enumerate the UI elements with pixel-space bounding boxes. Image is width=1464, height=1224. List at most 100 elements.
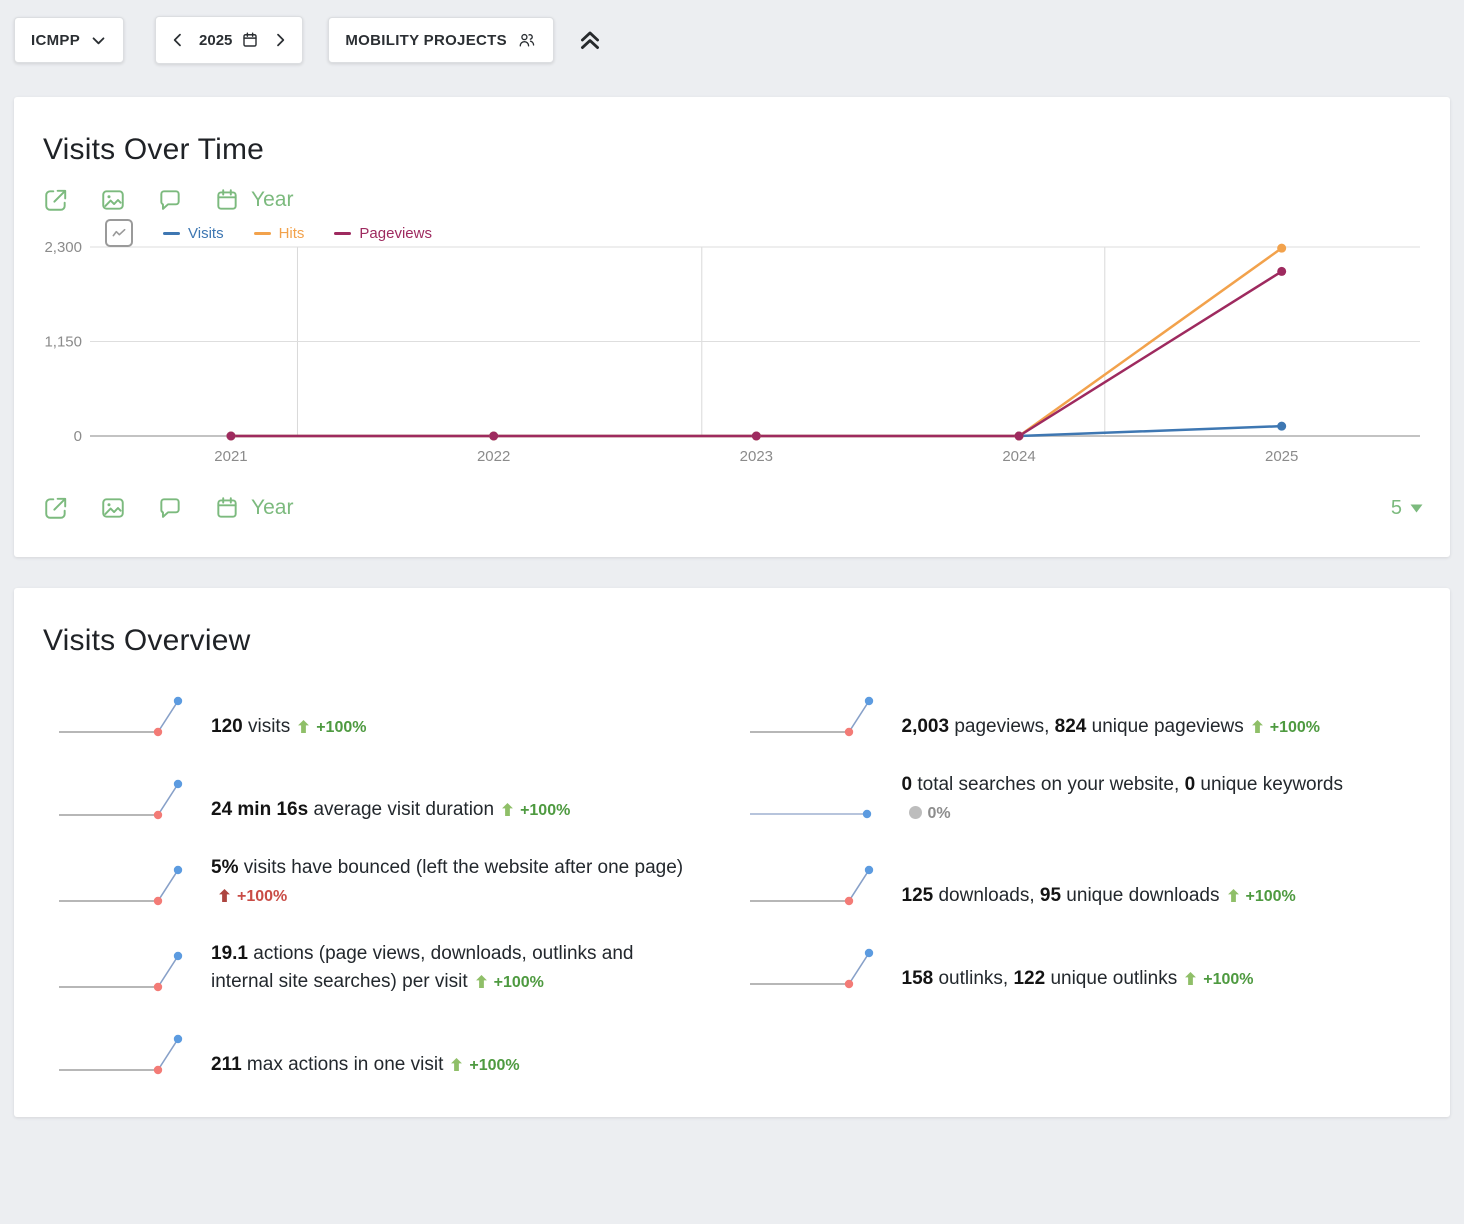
row-limit-select[interactable]: 5 [1391, 497, 1423, 520]
overview-stats: 120 visits +100% 24 min 16s average visit … [14, 658, 1450, 1117]
trend-badge: +100% [218, 888, 287, 905]
data-point-visits-2025[interactable] [1277, 421, 1287, 431]
stat-value: 211 [211, 1054, 242, 1076]
trend-value: +100% [237, 888, 288, 906]
arrow-up-icon [451, 1058, 463, 1072]
card-title-visits-overview: Visits Overview [43, 624, 251, 657]
arrow-up-icon [502, 802, 513, 816]
sparkline[interactable] [748, 857, 884, 909]
stat-text-site-searches: 0 total searches on your website, 0 uniq… [902, 771, 1344, 828]
period-label[interactable]: Year [251, 496, 294, 519]
legend-dash [334, 231, 352, 235]
stat-value: 0 [901, 774, 913, 795]
site-selector-label: ICMPP [31, 31, 81, 49]
trend-value: +100% [493, 974, 544, 992]
trend-value: +100% [520, 801, 571, 819]
legend-label: Visits [188, 224, 224, 242]
export-icon[interactable] [43, 187, 69, 213]
data-point-hits-2025[interactable] [1277, 243, 1287, 253]
trend-badge: +100% [475, 974, 544, 991]
calendar-icon[interactable] [214, 495, 240, 521]
arrow-up-icon [475, 975, 487, 989]
stat-text-outlinks: 158 outlinks, 122 unique outlinks +100% [902, 965, 1254, 994]
data-point-pageviews-2024[interactable] [1014, 431, 1024, 441]
row-limit-value: 5 [1390, 496, 1402, 519]
image-export-icon[interactable] [100, 495, 126, 521]
stat-label: internal site searches) per visit [211, 971, 468, 993]
chevron-left-icon[interactable] [170, 31, 186, 49]
stat-label: downloads, [933, 885, 1040, 907]
sparkline[interactable] [748, 940, 884, 992]
stat-text-downloads: 125 downloads, 95 unique downloads +100% [902, 882, 1296, 911]
trend-value: +100% [1203, 971, 1254, 989]
image-export-icon[interactable] [100, 187, 126, 213]
sparkline[interactable] [57, 771, 193, 823]
x-axis-label: 2022 [477, 448, 510, 465]
sparkline[interactable] [748, 774, 884, 826]
stat-label: visits have bounced (left the website af… [238, 857, 684, 878]
sparkline[interactable] [57, 688, 193, 740]
evolution-chart[interactable]: Visits Hits Pageviews 0 1,150 2,300 2021 2022 2… [29, 217, 1435, 469]
site-selector[interactable]: ICMPP [14, 17, 125, 63]
sparkline[interactable] [748, 688, 884, 740]
legend-dash [253, 231, 271, 235]
sparkline[interactable] [57, 1026, 193, 1078]
chart-toolbar-top: Year [43, 187, 1435, 213]
data-point-pageviews-2025[interactable] [1277, 266, 1287, 276]
stat-label: unique pageviews [1086, 715, 1244, 737]
data-point-pageviews-2022[interactable] [489, 431, 499, 441]
stat-label: pageviews, [949, 715, 1055, 737]
x-axis-label: 2021 [214, 448, 247, 465]
segment-selector[interactable]: MOBILITY PROJECTS [328, 17, 554, 63]
export-icon[interactable] [43, 495, 69, 521]
triangle-down-icon [1410, 504, 1423, 512]
y-axis-label: 2,300 [44, 239, 82, 256]
stat-label: outlinks, [933, 968, 1014, 990]
annotations-icon[interactable] [157, 495, 183, 521]
stat-avg-visit-duration: 24 min 16s average visit duration +100% [45, 771, 736, 825]
arrow-up-icon [1227, 889, 1239, 903]
stat-text-visits: 120 visits +100% [211, 713, 366, 742]
x-axis-label: 2025 [1265, 448, 1298, 465]
legend-item-pageviews[interactable]: Pageviews [334, 225, 432, 242]
legend-item-hits[interactable]: Hits [253, 224, 305, 242]
stat-bounce-rate: 5% visits have bounced (left the website… [45, 854, 736, 911]
stat-label: unique outlinks [1045, 968, 1178, 990]
line-chart-canvas[interactable]: 0 1,150 2,300 2021 2022 2023 2024 2025 [29, 217, 1435, 469]
trend-value: +100% [1245, 888, 1296, 906]
trend-badge: +100% [1251, 719, 1320, 736]
legend-label: Hits [278, 224, 305, 242]
trend-badge: +100% [450, 1057, 520, 1074]
data-point-pageviews-2023[interactable] [751, 431, 761, 441]
arrow-up-icon [1185, 972, 1197, 986]
annotations-icon[interactable] [157, 187, 183, 213]
card-title-visits-over-time: Visits Over Time [43, 133, 265, 166]
legend-item-visits[interactable]: Visits [163, 225, 224, 242]
calendar-icon[interactable] [241, 31, 259, 49]
stat-value: 19.1 [211, 943, 248, 965]
period-label[interactable]: Year [251, 188, 294, 211]
trend-badge: +100% [1227, 888, 1296, 905]
period-value[interactable]: 2025 [199, 31, 233, 49]
trend-badge: 0% [908, 805, 951, 822]
period-selector[interactable]: 2025 [155, 16, 304, 64]
sparkline[interactable] [57, 857, 193, 909]
calendar-icon[interactable] [214, 187, 240, 213]
stat-text-actions-per-visit: 19.1 actions (page views, downloads, out… [211, 940, 634, 997]
y-axis-label: 0 [74, 428, 82, 445]
stat-label: unique downloads [1061, 885, 1220, 907]
stat-text-pageviews: 2,003 pageviews, 824 unique pageviews +10… [902, 713, 1321, 742]
data-point-pageviews-2021[interactable] [226, 431, 236, 441]
legend-label: Pageviews [359, 224, 432, 242]
stat-value: 120 [211, 715, 243, 737]
chevron-right-icon[interactable] [272, 31, 288, 49]
dot-icon [908, 806, 922, 820]
visits-overview-card: Visits Overview 120 visits +100% 24 min 16… [14, 588, 1450, 1118]
y-axis-label: 1,150 [44, 334, 82, 351]
sparkline[interactable] [57, 943, 193, 995]
chart-legend: Visits Hits Pageviews [105, 219, 432, 247]
stat-value: 158 [901, 968, 934, 990]
chart-type-selector-icon[interactable] [105, 219, 133, 247]
series-line-pageviews [230, 270, 1283, 438]
collapse-all-icon[interactable] [577, 27, 603, 53]
